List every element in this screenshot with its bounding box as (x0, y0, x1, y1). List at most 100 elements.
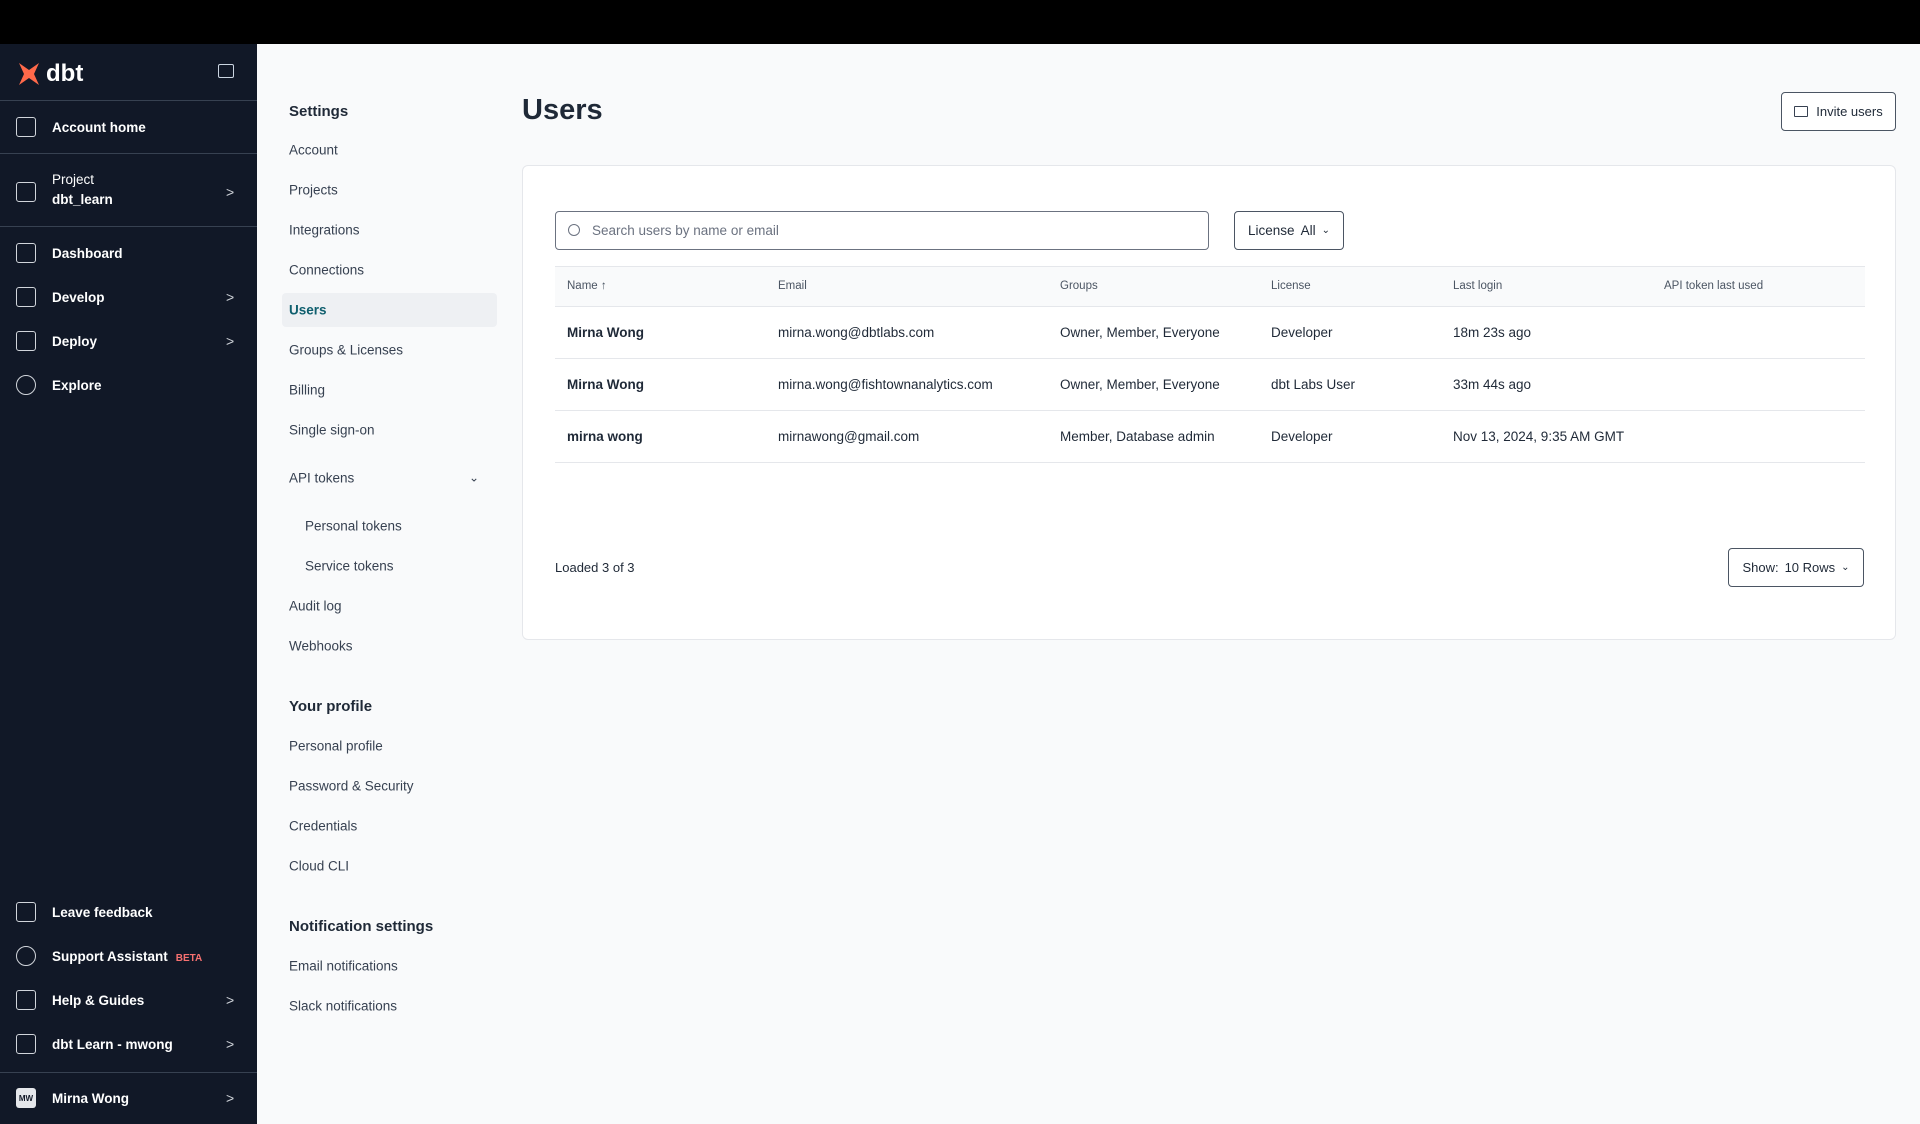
sort-ascending-icon: ↑ (600, 280, 607, 292)
grid-icon (16, 243, 36, 263)
settings-link-slack-notifications[interactable]: Slack notifications (289, 998, 398, 1014)
settings-link-api-tokens[interactable]: API tokens ⌄ (289, 471, 489, 486)
notification-heading: Notification settings (289, 918, 434, 935)
building-icon (16, 1034, 36, 1054)
sidebar-item-account-switcher[interactable]: dbt Learn - mwong > (0, 1024, 257, 1064)
search-input[interactable]: Search users by name or email (555, 211, 1209, 250)
column-groups: Groups (1060, 280, 1098, 292)
top-bar (0, 0, 1920, 44)
sidebar-item-support-assistant[interactable]: Support Assistant BETA (0, 936, 257, 976)
project-name: dbt_learn (52, 192, 113, 207)
value: 10 Rows (1784, 560, 1836, 575)
settings-link-password-security[interactable]: Password & Security (289, 778, 414, 794)
settings-link-personal-tokens[interactable]: Personal tokens (305, 518, 402, 534)
cell-name: Mirna Wong (567, 377, 644, 392)
settings-link-audit-log[interactable]: Audit log (289, 598, 342, 614)
chevron-down-icon: ⌄ (469, 470, 480, 485)
label: Invite users (1816, 104, 1883, 119)
cell-groups: Owner, Member, Everyone (1060, 377, 1220, 392)
settings-heading: Settings (289, 103, 349, 120)
label: Project (52, 172, 95, 187)
settings-link-sso[interactable]: Single sign-on (289, 422, 375, 438)
cell-groups: Owner, Member, Everyone (1060, 325, 1220, 340)
sidebar-item-explore[interactable]: Explore (0, 365, 257, 405)
settings-link-users[interactable]: Users (289, 302, 327, 318)
settings-link-billing[interactable]: Billing (289, 382, 326, 398)
sidebar-item-deploy[interactable]: Deploy > (0, 321, 257, 361)
avatar: MW (16, 1088, 36, 1108)
sidebar-item-develop[interactable]: Develop > (0, 277, 257, 317)
layers-icon (16, 182, 36, 202)
active-highlight (282, 293, 497, 327)
settings-link-connections[interactable]: Connections (289, 262, 365, 278)
cell-last-login: 33m 44s ago (1453, 377, 1532, 392)
sidebar-item-account-home[interactable]: Account home (0, 107, 257, 147)
settings-link-service-tokens[interactable]: Service tokens (305, 558, 394, 574)
column-email: Email (778, 280, 807, 292)
column-last-login: Last login (1453, 280, 1503, 292)
label: Help & Guides (52, 992, 145, 1008)
headset-icon (16, 946, 36, 966)
license-filter[interactable]: License All ⌄ (1234, 211, 1344, 250)
label: Show: (1742, 560, 1779, 575)
chevron-right-icon: > (226, 184, 235, 200)
sidebar-item-project[interactable]: Project dbt_learn > (0, 170, 257, 214)
cell-name: mirna wong (567, 429, 643, 444)
collapse-sidebar-icon[interactable] (218, 64, 234, 78)
search-icon (568, 224, 580, 236)
chevron-right-icon: > (226, 1036, 235, 1052)
compass-icon (16, 375, 36, 395)
settings-link-webhooks[interactable]: Webhooks (289, 638, 353, 654)
label: Mirna Wong (52, 1090, 129, 1106)
chevron-right-icon: > (226, 289, 235, 305)
settings-link-integrations[interactable]: Integrations (289, 222, 360, 238)
profile-heading: Your profile (289, 698, 373, 715)
cell-license: dbt Labs User (1271, 377, 1356, 392)
cell-email: mirnawong@gmail.com (778, 429, 920, 444)
cell-license: Developer (1271, 325, 1333, 340)
rows-per-page-select[interactable]: Show: 10 Rows ⌄ (1728, 548, 1864, 587)
settings-link-credentials[interactable]: Credentials (289, 818, 358, 834)
value: All (1300, 223, 1316, 238)
chevron-right-icon: > (226, 1090, 235, 1106)
settings-link-email-notifications[interactable]: Email notifications (289, 958, 398, 974)
sidebar-item-leave-feedback[interactable]: Leave feedback (0, 892, 257, 932)
code-icon (16, 287, 36, 307)
label: Explore (52, 377, 102, 393)
chevron-right-icon: > (226, 333, 235, 349)
settings-link-projects[interactable]: Projects (289, 182, 338, 198)
column-name[interactable]: Name ↑ (567, 280, 607, 292)
table-row[interactable]: mirna wong mirnawong@gmail.com Member, Dat… (555, 411, 1865, 463)
label: Leave feedback (52, 904, 153, 920)
brand-name: dbt (46, 60, 84, 87)
column-license: License (1271, 280, 1311, 292)
label: API tokens (289, 470, 355, 486)
table-row[interactable]: Mirna Wong mirna.wong@dbtlabs.com Owner, M… (555, 307, 1865, 359)
cell-last-login: Nov 13, 2024, 9:35 AM GMT (1453, 429, 1625, 444)
cell-email: mirna.wong@fishtownanalytics.com (778, 377, 993, 392)
loaded-count: Loaded 3 of 3 (555, 560, 635, 575)
label: Account home (52, 119, 146, 135)
cell-email: mirna.wong@dbtlabs.com (778, 325, 935, 340)
label: Dashboard (52, 245, 123, 261)
dbt-logo[interactable]: dbt (16, 60, 83, 88)
sidebar-item-dashboard[interactable]: Dashboard (0, 233, 257, 273)
label: License (1248, 223, 1295, 238)
settings-link-groups-licenses[interactable]: Groups & Licenses (289, 342, 404, 358)
users-card: Search users by name or email License All… (522, 165, 1896, 640)
invite-users-button[interactable]: Invite users (1781, 92, 1896, 131)
settings-link-account[interactable]: Account (289, 142, 338, 158)
cell-groups: Member, Database admin (1060, 429, 1215, 444)
settings-link-personal-profile[interactable]: Personal profile (289, 738, 383, 754)
dbt-logo-icon (19, 63, 39, 85)
settings-link-cloud-cli[interactable]: Cloud CLI (289, 858, 350, 874)
label: Deploy (52, 333, 98, 349)
sidebar-item-help-guides[interactable]: Help & Guides > (0, 980, 257, 1020)
page-title: Users (522, 94, 603, 126)
table-row[interactable]: Mirna Wong mirna.wong@fishtownanalytics.c… (555, 359, 1865, 411)
clipboard-icon (16, 902, 36, 922)
sidebar-item-user-profile[interactable]: MW Mirna Wong > (0, 1078, 257, 1118)
chevron-down-icon: ⌄ (1841, 562, 1850, 573)
book-icon (16, 990, 36, 1010)
search-placeholder: Search users by name or email (592, 223, 779, 238)
